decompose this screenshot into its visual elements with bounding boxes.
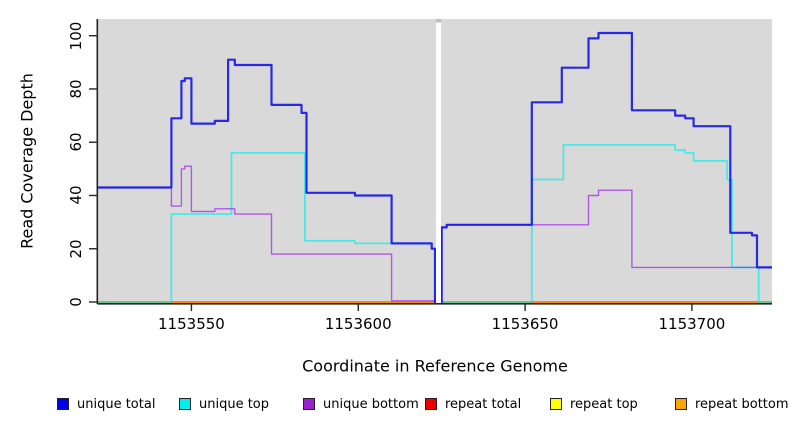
x-tick-label: 1153650 bbox=[491, 315, 559, 333]
legend-label: repeat top bbox=[570, 396, 638, 412]
series-line-unique-total bbox=[98, 58, 437, 304]
legend-label: repeat total bbox=[445, 396, 522, 412]
legend-item-repeat-top: repeat top bbox=[550, 396, 638, 412]
legend-label: unique top bbox=[199, 396, 270, 412]
legend-label: unique bottom bbox=[323, 396, 419, 412]
legend-item-repeat-total: repeat total bbox=[425, 396, 521, 412]
x-tick-label: 1153700 bbox=[658, 315, 726, 333]
repeat-bottom-swatch-icon bbox=[675, 398, 687, 410]
legend-item-unique-bottom: unique bottom bbox=[303, 396, 419, 412]
legend-item-unique-total: unique total bbox=[57, 396, 155, 412]
series-line-unique-total bbox=[440, 31, 772, 304]
legend-label: unique total bbox=[77, 396, 156, 412]
series-line-unique-bottom bbox=[98, 165, 436, 302]
repeat-top-swatch-icon bbox=[550, 398, 562, 410]
x-axis-title: Coordinate in Reference Genome bbox=[302, 356, 568, 376]
repeat-total-swatch-icon bbox=[425, 398, 437, 410]
no-data-gap bbox=[436, 22, 442, 303]
unique-top-swatch-icon bbox=[179, 398, 191, 410]
gap-top-cap bbox=[436, 19, 442, 23]
x-tick-label: 1153600 bbox=[324, 315, 392, 333]
unique-bottom-swatch-icon bbox=[303, 398, 315, 410]
unique-total-swatch-icon bbox=[57, 398, 69, 410]
x-tick-label: 1153550 bbox=[158, 315, 225, 333]
legend-item-unique-top: unique top bbox=[179, 396, 269, 412]
legend-label: repeat bottom bbox=[695, 396, 789, 412]
legend-item-repeat-bottom: repeat bottom bbox=[675, 396, 789, 412]
